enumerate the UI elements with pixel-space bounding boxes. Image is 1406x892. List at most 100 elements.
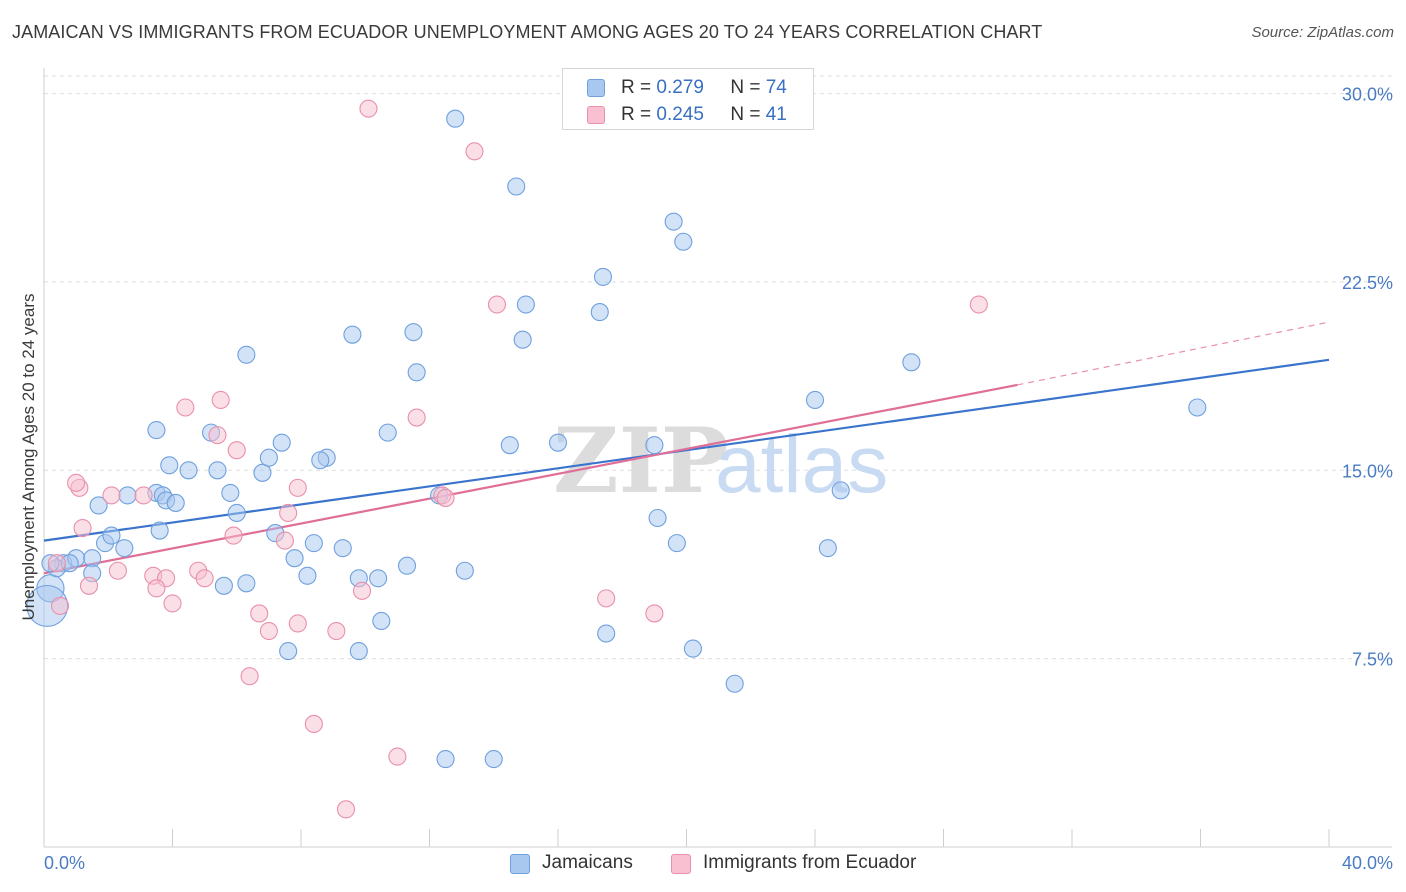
point-ecuador xyxy=(352,581,372,600)
point-ecuador xyxy=(304,714,323,733)
point-jamaicans xyxy=(902,353,921,372)
point-ecuador xyxy=(336,800,356,819)
legend-r-label: R = xyxy=(621,104,652,125)
trend-line-jamaicans xyxy=(43,358,1330,542)
bottom-legend-swatch-jamaicans xyxy=(510,854,530,874)
chart-title: JAMAICAN VS IMMIGRANTS FROM ECUADOR UNEM… xyxy=(12,22,1043,42)
point-ecuador xyxy=(195,569,214,588)
point-jamaicans xyxy=(645,436,664,455)
point-jamaicans xyxy=(683,639,702,658)
point-jamaicans xyxy=(118,486,137,505)
point-jamaicans xyxy=(179,461,198,480)
point-jamaicans xyxy=(593,267,613,286)
legend-n-label: N = xyxy=(730,77,761,98)
point-ecuador xyxy=(359,99,378,118)
point-ecuador xyxy=(79,576,99,595)
legend-r-value: 0.245 xyxy=(656,104,704,125)
bottom-legend-swatch-ecuador xyxy=(671,854,691,874)
point-jamaicans xyxy=(1188,398,1207,417)
point-jamaicans xyxy=(372,611,391,631)
point-jamaicans xyxy=(237,345,256,364)
point-jamaicans xyxy=(343,325,362,344)
point-jamaicans xyxy=(369,569,388,588)
y-axis-label: Unemployment Among Ages 20 to 24 years xyxy=(19,294,38,621)
point-jamaicans xyxy=(397,556,417,575)
point-ecuador xyxy=(227,441,246,460)
point-jamaicans xyxy=(311,451,330,470)
watermark: ZIP atlas xyxy=(553,408,888,514)
point-jamaicans xyxy=(378,423,397,442)
point-ecuador xyxy=(67,473,86,492)
bottom-legend-label-jamaicans: Jamaicans xyxy=(542,852,633,873)
point-jamaicans xyxy=(147,421,166,440)
grid-lines xyxy=(44,75,1392,660)
point-jamaicans xyxy=(298,566,317,585)
point-jamaicans xyxy=(455,561,474,580)
point-ecuador xyxy=(147,579,166,598)
point-jamaicans xyxy=(83,549,102,568)
point-ecuador xyxy=(288,478,307,497)
point-jamaicans xyxy=(208,461,227,480)
point-jamaicans xyxy=(333,539,352,558)
point-ecuador xyxy=(288,614,307,633)
point-ecuador xyxy=(275,531,294,550)
point-ecuador xyxy=(163,594,182,613)
point-ecuador xyxy=(388,747,407,766)
y-tick-label: 30.0% xyxy=(1342,85,1393,105)
point-ecuador xyxy=(279,503,298,523)
point-ecuador xyxy=(47,554,66,573)
point-jamaicans xyxy=(407,363,426,382)
point-jamaicans xyxy=(484,750,503,769)
point-ecuador xyxy=(176,398,195,417)
legend-n-value: 41 xyxy=(765,104,787,125)
point-ecuador xyxy=(211,390,230,410)
point-jamaicans xyxy=(253,463,272,482)
point-ecuador xyxy=(969,295,988,314)
point-jamaicans xyxy=(500,436,519,455)
legend: R = 0.279 N = 74 R = 0.245 N = 41 xyxy=(562,68,814,130)
point-ecuador xyxy=(645,604,664,623)
point-jamaicans xyxy=(259,448,278,467)
point-jamaicans xyxy=(166,493,185,512)
point-ecuador xyxy=(134,486,153,505)
point-ecuador xyxy=(259,621,278,641)
point-jamaicans xyxy=(516,295,535,314)
legend-swatch-ecuador xyxy=(587,106,605,124)
point-ecuador xyxy=(73,519,92,538)
bottom-legend-label-ecuador: Immigrants from Ecuador xyxy=(703,852,917,873)
point-ecuador xyxy=(465,142,484,161)
legend-r-label: R = xyxy=(621,77,652,98)
point-jamaicans xyxy=(590,303,609,322)
data-points xyxy=(26,99,1207,819)
x-tick-label: 40.0% xyxy=(1342,853,1393,873)
point-jamaicans xyxy=(150,521,169,540)
point-ecuador xyxy=(436,488,455,507)
point-ecuador xyxy=(250,604,269,623)
point-jamaicans xyxy=(279,642,298,661)
point-jamaicans xyxy=(548,433,568,452)
trend-line-ecuador xyxy=(43,383,1018,575)
legend-n-value: 74 xyxy=(765,77,787,98)
point-jamaicans xyxy=(304,534,323,553)
point-jamaicans xyxy=(725,674,744,693)
point-ecuador xyxy=(224,526,243,545)
point-jamaicans xyxy=(513,330,532,349)
watermark-zip: ZIP xyxy=(553,408,728,514)
source-credit: Source: ZipAtlas.com xyxy=(1251,24,1394,41)
point-ecuador xyxy=(597,589,616,608)
point-jamaicans xyxy=(404,323,423,342)
legend-r-value: 0.279 xyxy=(656,77,704,98)
point-ecuador xyxy=(327,621,346,641)
point-jamaicans xyxy=(89,496,108,515)
point-jamaicans xyxy=(597,624,616,643)
point-jamaicans xyxy=(214,576,233,595)
tick-labels: 7.5% 15.0% 22.5% 30.0% 0.0% 40.0% xyxy=(44,85,1393,873)
point-jamaicans xyxy=(349,642,368,661)
point-jamaicans xyxy=(674,232,693,251)
x-tick-label: 0.0% xyxy=(44,853,85,873)
point-jamaicans xyxy=(831,481,850,500)
y-tick-label: 7.5% xyxy=(1352,650,1393,670)
point-jamaicans xyxy=(436,750,455,769)
point-jamaicans xyxy=(818,539,837,558)
